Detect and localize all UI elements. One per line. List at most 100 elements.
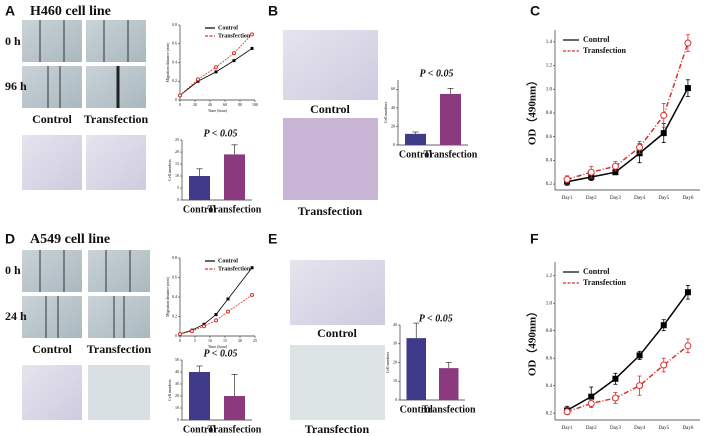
panel-label: E [268,231,277,247]
y-tick-label: 0.4 [546,159,553,164]
legend-label: Control [583,35,610,44]
marker [563,408,571,416]
legend-label: Transfection [218,33,251,39]
x-tick-label: Day6 [682,426,693,431]
x-tick-label: 80 [238,102,242,107]
y-tick-label: 0 [175,333,177,338]
bar [405,133,426,145]
photo-caption: Transfection [305,422,370,436]
y-tick-label: 40 [391,105,395,110]
marker [612,169,619,176]
series-line [566,291,689,412]
y-tick-label: 15 [175,161,179,166]
marker [684,85,691,92]
x-tick-label: Control [183,424,216,435]
x-tick-label: Day1 [562,426,573,431]
row-label: 0 h [5,34,21,48]
x-tick-label: 25 [253,338,257,343]
x-tick-label: Day3 [610,196,621,201]
y-tick-label: 0.6 [172,274,177,279]
panel-label: F [530,231,539,247]
y-tick-label: 1.0 [546,301,553,306]
x-tick-label: Control [399,149,432,160]
y-tick-label: 1.0 [546,87,553,92]
bar [406,338,426,400]
y-tick-label: 20 [391,123,395,128]
y-tick-label: 25 [175,137,179,142]
y-tick-label: 0 [177,197,179,202]
panel-label: A [5,3,15,19]
marker [636,382,644,390]
y-tick-label: 0.8 [546,111,553,116]
marker [660,361,668,369]
legend-label: Control [583,267,610,276]
marker [226,309,230,314]
column-label: Control [32,112,72,126]
y-tick-label: 20 [175,393,179,398]
y-tick-label: 20 [393,359,397,364]
x-tick-label: Day1 [562,196,573,201]
row-label: 24 h [5,309,27,323]
y-tick-label: 0 [395,397,397,402]
marker [636,352,643,359]
marker [587,400,595,408]
panel-label: B [268,3,278,19]
x-tick-label: Day4 [634,196,645,201]
panel-label: C [530,3,540,19]
y-axis-label: Cell numbers [385,351,390,373]
y-tick-label: 0.2 [546,411,553,416]
legend-label: Control [218,25,238,31]
y-tick-label: 0 [175,97,177,102]
y-tick-label: 20 [175,149,179,154]
marker [178,93,182,98]
marker [660,322,667,329]
y-axis-label: Cell numbers [167,379,172,401]
x-tick-label: 60 [223,102,227,107]
marker [611,394,619,402]
column-label: Control [32,342,72,356]
y-tick-label: 0.2 [172,78,177,83]
y-tick-label: 5 [177,185,179,190]
panel-title: H460 cell line [30,4,111,19]
y-tick-label: 0.6 [172,41,177,46]
row-label: 0 h [5,263,21,277]
y-tick-label: 1.2 [546,274,553,279]
x-axis-label: Time (hour) [208,108,228,113]
photos [22,20,385,420]
bar [189,176,210,200]
x-tick-label: Day3 [610,426,621,431]
y-tick-label: 0.4 [546,384,553,389]
marker [250,46,254,50]
y-tick-label: 0.6 [546,356,553,361]
series-line [179,267,253,335]
marker [190,329,194,334]
marker [214,65,218,70]
bar [224,154,245,200]
y-tick-label: 40 [393,322,397,327]
marker [660,111,668,119]
y-tick-label: 50 [175,357,179,362]
y-tick-label: 30 [393,341,397,346]
panel-title: A549 cell line [30,232,110,247]
annotation: P < 0.05 [204,348,238,359]
legend-label: Transfection [218,266,251,272]
x-tick-label: Transfection [208,204,262,215]
y-tick-label: 0.8 [546,329,553,334]
y-tick-label: 0.2 [546,182,553,187]
photo-caption: Control [317,326,357,340]
y-tick-label: 10 [393,378,397,383]
y-tick-label: 0 [393,142,395,147]
bar [439,368,459,400]
marker [232,51,236,56]
bar [224,396,245,420]
x-tick-label: 40 [208,102,212,107]
x-tick-label: 10 [208,338,212,343]
marker [250,293,254,298]
legend-label: Control [218,258,238,264]
x-axis-label: Time (hour) [208,344,228,349]
y-tick-label: 40 [175,369,179,374]
marker [232,59,236,63]
series-line [566,42,689,181]
x-tick-label: Transfection [424,149,478,160]
